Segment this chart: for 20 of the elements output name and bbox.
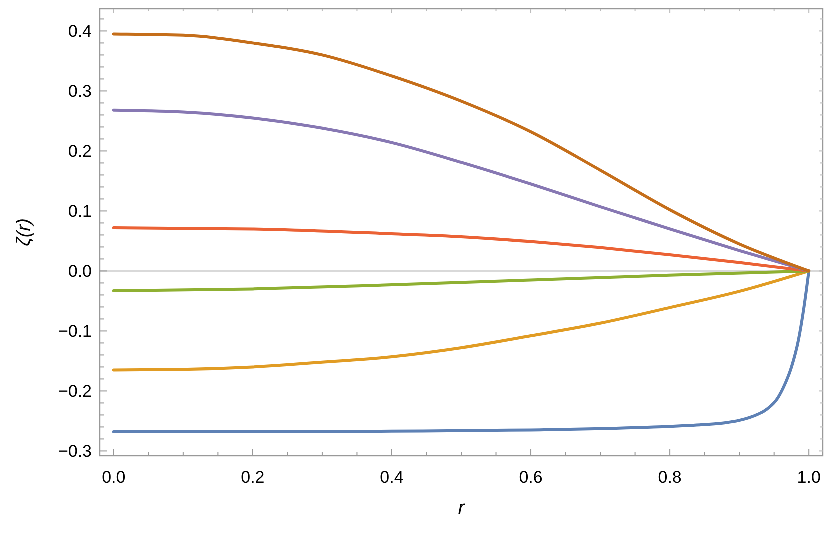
y-tick-label: 0.1 bbox=[68, 202, 92, 222]
x-tick-label: 0.2 bbox=[241, 468, 265, 487]
x-tick-label: 1.0 bbox=[797, 468, 821, 487]
y-tick-label: 0.0 bbox=[68, 262, 92, 282]
y-tick-label: 0.3 bbox=[68, 82, 92, 102]
y-tick-label: −0.1 bbox=[58, 322, 92, 342]
y-tick-label: −0.2 bbox=[58, 382, 92, 402]
y-tick-label: 0.2 bbox=[68, 142, 92, 162]
x-tick-label: 0.4 bbox=[380, 468, 404, 487]
line-series bbox=[112, 270, 811, 434]
y-tick-label: 0.4 bbox=[68, 22, 92, 42]
line-series bbox=[112, 32, 811, 273]
x-tick-label: 0.0 bbox=[102, 468, 126, 487]
x-tick-label: 0.6 bbox=[519, 468, 543, 487]
x-tick-label: 0.8 bbox=[658, 468, 682, 487]
x-axis-title: r bbox=[458, 498, 466, 519]
line-series bbox=[112, 270, 811, 372]
y-tick-label: −0.3 bbox=[58, 442, 92, 462]
line-series bbox=[112, 270, 811, 292]
y-axis-title: ζ(r) bbox=[14, 218, 35, 246]
